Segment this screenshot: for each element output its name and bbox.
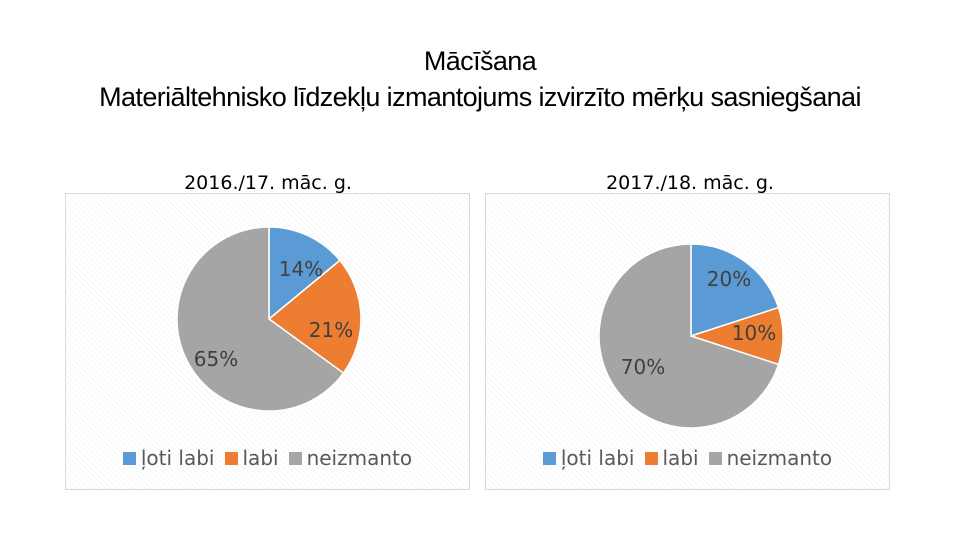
legend-2016: ļoti labi labi neizmanto xyxy=(66,446,469,470)
slide-title: Mācīšana xyxy=(423,46,537,76)
legend-swatch-neizmanto xyxy=(708,451,722,465)
data-label-neizmanto: 70% xyxy=(621,355,665,379)
legend-2017: ļoti labi labi neizmanto xyxy=(486,446,889,470)
legend-swatch-labi xyxy=(644,451,658,465)
legend-label-labi: labi xyxy=(242,446,279,470)
legend-swatch-loti-labi xyxy=(542,451,556,465)
data-label-loti-labi: 20% xyxy=(707,267,751,291)
pie-slice-neizmanto xyxy=(598,243,780,429)
data-label-neizmanto: 65% xyxy=(194,347,238,371)
legend-label-neizmanto: neizmanto xyxy=(306,446,413,470)
pie-chart-2017: 20% 10% 70% ļoti labi labi neizmanto xyxy=(485,193,890,490)
legend-label-loti-labi: ļoti labi xyxy=(560,446,635,470)
data-label-labi: 21% xyxy=(309,318,353,342)
pie-slice-labi xyxy=(267,259,362,375)
legend-label-loti-labi: ļoti labi xyxy=(140,446,215,470)
pie-chart-2016-svg: 14% 21% 65% xyxy=(176,226,362,412)
legend-item-labi: labi xyxy=(224,446,279,470)
legend-label-labi: labi xyxy=(662,446,699,470)
pie-chart-2017-svg: 20% 10% 70% xyxy=(598,243,784,429)
legend-item-loti-labi: ļoti labi xyxy=(542,446,635,470)
data-label-loti-labi: 14% xyxy=(279,257,323,281)
legend-swatch-loti-labi xyxy=(122,451,136,465)
pie-chart-2016: 14% 21% 65% ļoti labi labi neizmanto xyxy=(65,193,470,490)
legend-swatch-labi xyxy=(224,451,238,465)
pie-slice-loti-labi xyxy=(268,226,341,321)
legend-swatch-neizmanto xyxy=(288,451,302,465)
chart-title-2016: 2016./17. māc. g. xyxy=(184,172,352,194)
legend-label-neizmanto: neizmanto xyxy=(726,446,833,470)
pie-slice-loti-labi xyxy=(690,243,780,338)
legend-item-neizmanto: neizmanto xyxy=(708,446,833,470)
legend-item-loti-labi: ļoti labi xyxy=(122,446,215,470)
data-label-labi: 10% xyxy=(732,321,776,345)
chart-title-2017: 2017./18. māc. g. xyxy=(606,172,774,194)
legend-item-neizmanto: neizmanto xyxy=(288,446,413,470)
legend-item-labi: labi xyxy=(644,446,699,470)
pie-slice-neizmanto xyxy=(176,226,345,412)
slide-subtitle: Materiāltehnisko līdzekļu izmantojums iz… xyxy=(99,82,861,112)
